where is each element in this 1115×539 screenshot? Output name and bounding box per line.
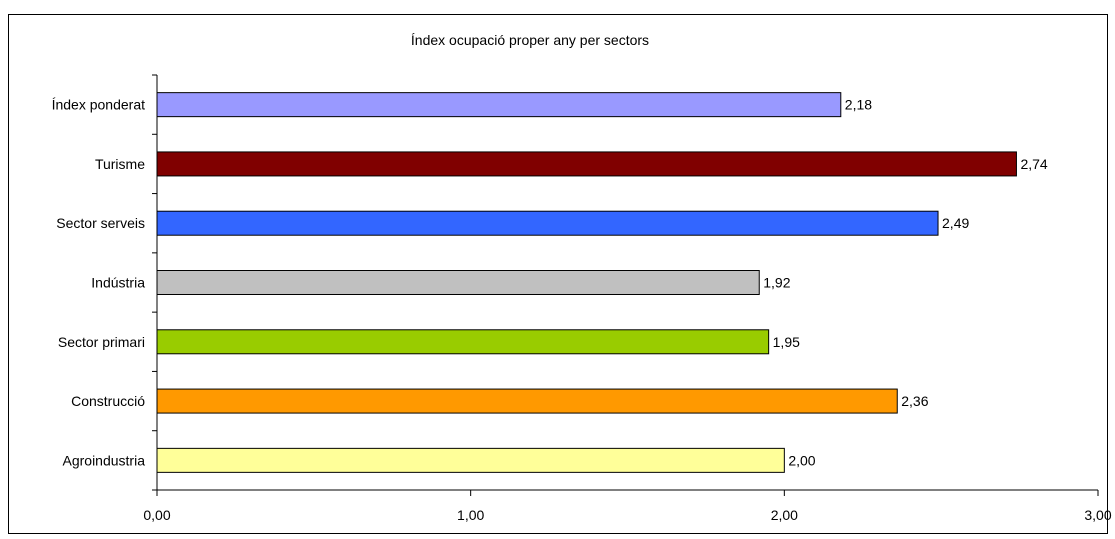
category-label: Agroindustria [63,452,146,468]
bar [156,92,842,118]
category-label: Construcció [71,393,145,409]
bar [156,388,898,414]
bar [156,447,785,473]
x-tick-label: 1,00 [457,507,484,523]
bar [156,329,770,355]
category-label: Sector serveis [56,215,145,231]
category-label: Turisme [95,156,145,172]
data-label: 2,00 [788,452,815,468]
bar [156,151,1017,177]
x-tick-label: 0,00 [143,507,170,523]
data-label: 2,18 [845,97,872,113]
data-label: 2,49 [942,215,969,231]
x-tick-label: 2,00 [771,507,798,523]
data-label: 2,36 [901,393,928,409]
category-label: Sector primari [58,334,145,350]
data-label: 1,95 [773,334,800,350]
chart-frame [8,14,1108,534]
data-label: 2,74 [1020,156,1047,172]
category-label: Indústria [91,275,145,291]
bar [156,270,760,295]
chart-title: Índex ocupació proper any per sectors [410,32,650,48]
x-tick-label: 3,00 [1084,507,1111,523]
bar [156,210,939,236]
data-label: 1,92 [763,275,790,291]
category-label: Índex ponderat [52,97,146,113]
